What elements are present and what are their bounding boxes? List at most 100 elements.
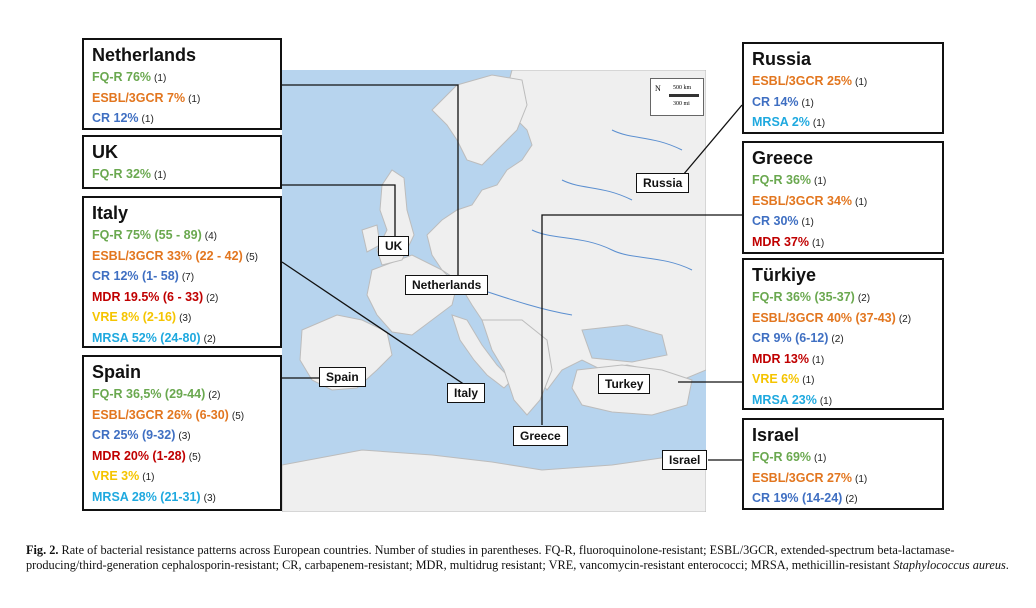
- map-label-turkey: Turkey: [598, 374, 651, 394]
- israel-title: Israel: [752, 425, 800, 445]
- figure-number: Fig. 2.: [26, 543, 59, 557]
- resistance-value: MDR 19.5% (6 - 33): [92, 289, 204, 304]
- italy-resistance-row: CR 12% (1- 58) (7): [92, 267, 272, 288]
- resistance-value: ESBL/3GCR 40% (37-43): [752, 310, 896, 325]
- study-count: (1): [819, 395, 833, 407]
- figure-caption: Fig. 2. Rate of bacterial resistance pat…: [26, 543, 1016, 572]
- israel-resistance-row: FQ-R 69% (1): [752, 448, 934, 469]
- study-count: (1): [812, 118, 826, 130]
- resistance-value: FQ-R 36,5% (29-44): [92, 387, 206, 401]
- caption-italic: Staphylococcus aureus: [893, 557, 1006, 572]
- north-arrow-icon: N: [655, 84, 661, 93]
- study-count: (1): [154, 73, 167, 84]
- resistance-value: FQ-R 76%: [92, 70, 152, 84]
- italy-resistance-row: MDR 19.5% (6 - 33) (2): [92, 288, 272, 309]
- israel-resistance-row: ESBL/3GCR 27% (1): [752, 469, 934, 490]
- netherlands-resistance-row: CR 12% (1): [92, 109, 272, 130]
- netherlands-resistance-row: ESBL/3GCR 7% (1): [92, 89, 272, 110]
- map-label-greece: Greece: [513, 426, 568, 446]
- resistance-value: MRSA 23%: [752, 392, 817, 407]
- study-count: (1): [154, 170, 167, 181]
- map-label-russia: Russia: [636, 173, 690, 193]
- study-count: (3): [178, 431, 191, 443]
- italy-resistance-row: FQ-R 75% (55 - 89) (4): [92, 226, 272, 247]
- italy-resistance-row: VRE 8% (2-16) (3): [92, 308, 272, 329]
- turkiye-resistance-row: MDR 13% (1): [752, 350, 934, 371]
- resistance-value: FQ-R 75% (55 - 89): [92, 228, 202, 242]
- uk-resistance-row: FQ-R 32% (1): [92, 165, 272, 186]
- italy-title: Italy: [92, 203, 129, 223]
- study-count: (5): [245, 251, 258, 263]
- resistance-value: MDR 20% (1-28): [92, 448, 186, 463]
- resistance-value: VRE 3%: [92, 469, 140, 484]
- spain-title: Spain: [92, 362, 142, 382]
- study-count: (1): [855, 77, 868, 88]
- study-count: (2): [857, 293, 871, 304]
- spain-resistance-row: MRSA 28% (21-31) (3): [92, 488, 272, 509]
- study-count: (2): [206, 292, 219, 304]
- spain-resistance-row: FQ-R 36,5% (29-44) (2): [92, 385, 272, 406]
- uk-box: UK FQ-R 32% (1): [82, 135, 282, 189]
- turkiye-resistance-row: VRE 6% (1): [752, 370, 934, 391]
- turkiye-resistance-row: MRSA 23% (1): [752, 391, 934, 412]
- turkiye-resistance-row: FQ-R 36% (35-37) (2): [752, 288, 934, 309]
- study-count: (1): [802, 375, 815, 387]
- map-label-italy: Italy: [447, 383, 486, 403]
- resistance-value: FQ-R 36% (35-37): [752, 290, 855, 304]
- resistance-value: MRSA 28% (21-31): [92, 489, 201, 504]
- caption-end: .: [1005, 557, 1009, 572]
- spain-resistance-row: CR 25% (9-32) (3): [92, 426, 272, 447]
- turkiye-resistance-row: ESBL/3GCR 40% (37-43) (2): [752, 309, 934, 330]
- scale-km-label: 500 km: [673, 85, 692, 91]
- scale-mi-label: 300 mi: [673, 101, 690, 107]
- study-count: (5): [231, 410, 245, 422]
- study-count: (1): [801, 217, 814, 229]
- study-count: (1): [142, 472, 155, 484]
- russia-resistance-row: ESBL/3GCR 25% (1): [752, 72, 934, 93]
- resistance-value: MDR 13%: [752, 351, 809, 366]
- russia-resistance-row: MRSA 2% (1): [752, 113, 934, 134]
- study-count: (1): [855, 196, 868, 208]
- resistance-value: CR 19% (14-24): [752, 491, 843, 506]
- study-count: (3): [203, 492, 216, 504]
- study-count: (1): [188, 93, 201, 105]
- greece-resistance-row: FQ-R 36% (1): [752, 171, 934, 192]
- uk-title: UK: [92, 142, 118, 162]
- greece-box: Greece FQ-R 36% (1) ESBL/3GCR 34% (1) CR 30%…: [742, 141, 944, 254]
- spain-resistance-row: ESBL/3GCR 26% (6-30) (5): [92, 406, 272, 427]
- resistance-value: ESBL/3GCR 34%: [752, 193, 853, 208]
- israel-box: Israel FQ-R 69% (1) ESBL/3GCR 27% (1) CR 19%…: [742, 418, 944, 510]
- turkiye-title: Türkiye: [752, 265, 817, 285]
- map-label-uk: UK: [378, 236, 410, 256]
- turkiye-box: Türkiye FQ-R 36% (35-37) (2) ESBL/3GCR 40%…: [742, 258, 944, 410]
- scale-bar-line: [669, 94, 699, 97]
- resistance-value: CR 30%: [752, 214, 799, 229]
- resistance-value: VRE 6%: [752, 372, 800, 387]
- netherlands-box: Netherlands FQ-R 76% (1) ESBL/3GCR 7% (1) CR…: [82, 38, 282, 130]
- study-count: (2): [831, 334, 844, 346]
- resistance-value: FQ-R 69%: [752, 450, 812, 464]
- israel-resistance-row: CR 19% (14-24) (2): [752, 489, 934, 510]
- study-count: (1): [801, 97, 814, 109]
- study-count: (4): [204, 231, 217, 242]
- resistance-value: CR 14%: [752, 94, 799, 109]
- resistance-value: MRSA 2%: [752, 115, 810, 130]
- resistance-value: FQ-R 32%: [92, 167, 152, 181]
- study-count: (1): [855, 473, 868, 485]
- italy-box: Italy FQ-R 75% (55 - 89) (4) ESBL/3GCR 33%…: [82, 196, 282, 348]
- resistance-value: MRSA 52% (24-80): [92, 330, 201, 345]
- turkiye-resistance-row: CR 9% (6-12) (2): [752, 329, 934, 350]
- resistance-value: ESBL/3GCR 26% (6-30): [92, 407, 229, 422]
- study-count: (1): [814, 453, 827, 464]
- resistance-value: VRE 8% (2-16): [92, 310, 177, 325]
- study-count: (2): [208, 390, 221, 401]
- map-scale-legend: N 500 km 300 mi: [650, 78, 704, 116]
- resistance-value: MDR 37%: [752, 234, 809, 249]
- spain-resistance-row: VRE 3% (1): [92, 467, 272, 488]
- study-count: (7): [181, 272, 195, 284]
- greece-resistance-row: MDR 37% (1): [752, 233, 934, 254]
- map-label-israel: Israel: [662, 450, 708, 470]
- study-count: (2): [203, 333, 216, 345]
- study-count: (2): [898, 313, 912, 325]
